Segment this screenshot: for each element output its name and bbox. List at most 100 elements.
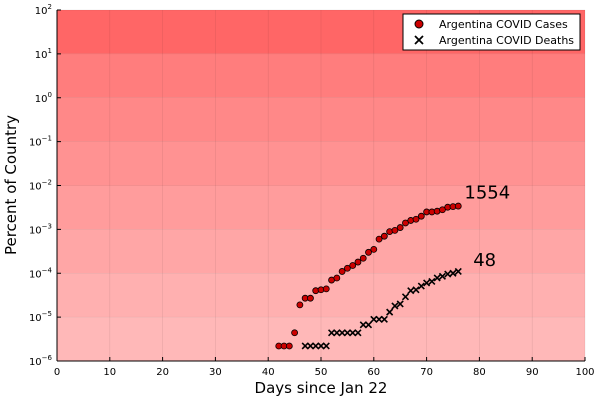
case-point <box>338 268 346 275</box>
death-point <box>417 282 425 290</box>
death-point-stroke <box>444 270 452 278</box>
death-point <box>396 300 404 308</box>
data-points <box>275 202 462 350</box>
case-point <box>402 219 409 227</box>
death-point-stroke <box>407 287 415 295</box>
case-point <box>417 212 425 220</box>
case-point <box>349 262 357 269</box>
death-point-stroke <box>391 302 399 310</box>
death-point-stroke <box>438 272 447 280</box>
death-point <box>338 329 346 337</box>
case-point <box>391 226 399 234</box>
case-point <box>359 254 367 262</box>
case-point <box>439 206 446 214</box>
case-point <box>412 215 420 223</box>
death-point <box>412 286 420 294</box>
case-point <box>333 274 341 282</box>
death-point <box>306 342 315 350</box>
x-tick-label: 100 <box>575 367 594 378</box>
death-point <box>343 329 351 337</box>
death-point-stroke <box>396 300 404 308</box>
background-band <box>57 229 585 274</box>
death-point <box>407 287 415 295</box>
death-point-stroke <box>386 308 394 316</box>
legend: Argentina COVID Cases Argentina COVID De… <box>402 13 581 51</box>
x-tick-label: 30 <box>209 367 222 378</box>
x-tick-label: 90 <box>526 367 539 378</box>
x-tick-label: 40 <box>262 367 275 378</box>
death-point <box>438 272 447 280</box>
death-point-stroke <box>322 342 330 350</box>
x-tick-label: 70 <box>420 367 433 378</box>
case-point <box>375 235 383 243</box>
death-point <box>349 329 357 337</box>
case-point <box>343 264 351 272</box>
death-point-stroke <box>375 315 383 323</box>
death-point-stroke <box>380 315 388 323</box>
legend-marker-deaths <box>414 35 424 45</box>
death-point <box>370 315 378 323</box>
death-point <box>312 342 320 350</box>
y-tick-label: 10−2 <box>29 179 52 193</box>
case-point <box>285 342 293 350</box>
y-tick-label: 102 <box>35 3 52 17</box>
death-point <box>449 269 457 277</box>
death-point-stroke <box>423 279 431 287</box>
death-point <box>444 270 452 278</box>
legend-label-cases: Argentina COVID Cases <box>439 18 568 31</box>
background-band <box>57 53 585 98</box>
death-point-stroke <box>449 269 457 277</box>
y-tick-label: 100 <box>35 91 52 105</box>
y-axis-ticks: 10−6 10−5 10−4 10−3 10−2 10−1 100 101 102 <box>29 3 61 368</box>
death-point <box>359 321 367 329</box>
x-tick-label: 0 <box>54 367 60 378</box>
death-point-stroke <box>338 329 346 337</box>
death-point-stroke <box>412 286 420 294</box>
death-point-stroke <box>349 329 357 337</box>
death-point-stroke <box>417 282 425 290</box>
death-point-stroke <box>354 329 362 337</box>
death-point-stroke <box>428 277 436 286</box>
death-point <box>333 329 341 337</box>
x-axis-ticks: 0 10 20 30 40 50 60 70 80 90 100 <box>54 357 595 378</box>
death-point-stroke <box>317 342 325 350</box>
death-point <box>386 308 394 316</box>
death-point <box>454 267 462 275</box>
case-point <box>307 294 314 302</box>
case-point <box>322 285 330 293</box>
death-point <box>433 274 441 282</box>
y-tick-label: 101 <box>35 47 52 61</box>
death-point-stroke <box>301 342 309 350</box>
legend-label-deaths: Argentina COVID Deaths <box>439 34 574 47</box>
death-point-stroke <box>306 342 315 350</box>
death-point <box>327 329 336 337</box>
background-bands <box>57 10 585 361</box>
case-point <box>380 232 388 240</box>
death-point-stroke <box>370 315 378 323</box>
death-point-stroke <box>454 267 462 275</box>
y-tick-label: 10−6 <box>29 354 53 368</box>
death-point <box>380 315 388 323</box>
death-point <box>428 277 436 286</box>
x-tick-label: 50 <box>315 367 328 378</box>
x-tick-label: 80 <box>473 367 486 378</box>
death-point <box>354 329 362 337</box>
background-band <box>57 273 585 318</box>
background-band <box>57 185 585 230</box>
death-point-stroke <box>327 329 336 337</box>
legend-box <box>402 13 581 51</box>
case-point <box>296 301 304 309</box>
y-tick-label: 10−4 <box>29 266 53 280</box>
case-point <box>396 224 404 231</box>
death-point-stroke <box>343 329 351 337</box>
death-point-stroke <box>359 321 367 329</box>
y-tick-label: 10−5 <box>29 310 52 324</box>
y-tick-label: 10−3 <box>29 222 52 236</box>
death-point <box>375 315 383 323</box>
death-point <box>317 342 325 350</box>
case-point <box>354 258 362 266</box>
case-point <box>370 245 378 253</box>
x-tick-label: 20 <box>156 367 169 378</box>
annotation-label: 48 <box>473 250 496 271</box>
